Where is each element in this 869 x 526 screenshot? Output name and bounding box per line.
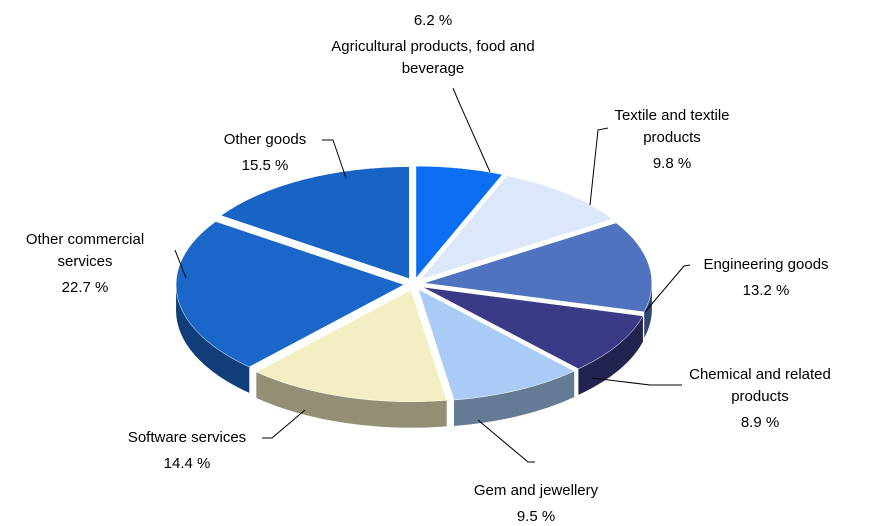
leader-line xyxy=(589,127,609,206)
slice xyxy=(422,286,644,370)
slice-side xyxy=(453,371,575,427)
value-label: 14.4 % xyxy=(163,455,211,472)
slice-label: Engineering goods 13.2 % xyxy=(676,254,856,302)
leader-line xyxy=(174,249,187,279)
value-label: 13.2 % xyxy=(742,282,790,299)
slice xyxy=(220,166,410,280)
slice-label: Agricultural products, food and beverage… xyxy=(323,10,543,80)
slice xyxy=(255,289,448,402)
category-label: Software services xyxy=(127,429,247,446)
slice-side xyxy=(644,283,652,338)
slice-side xyxy=(578,315,643,395)
category-label: Chemical and related products xyxy=(689,366,831,405)
slice xyxy=(423,222,653,313)
value-label: 8.9 % xyxy=(740,414,780,431)
value-label: 9.8 % xyxy=(652,155,692,172)
slice-label: Gem and jewellery 9.5 % xyxy=(436,480,636,526)
leader-line xyxy=(644,264,691,313)
value-label: 15.5 % xyxy=(241,157,289,174)
category-label: Agricultural products, food and beverage xyxy=(331,38,535,77)
slice-side xyxy=(176,284,250,393)
slice xyxy=(175,221,405,368)
category-label: Gem and jewellery xyxy=(473,482,599,499)
slice-label: Textile and textile products 9.8 % xyxy=(597,105,747,175)
category-label: Other goods xyxy=(223,131,307,148)
value-label: 9.5 % xyxy=(516,508,556,525)
category-label: Engineering goods xyxy=(703,256,829,273)
leader-line xyxy=(452,87,491,173)
value-label: 22.7 % xyxy=(61,279,109,296)
value-label: 6.2 % xyxy=(413,12,453,29)
leader-line xyxy=(322,139,347,179)
slice-label: Other goods 15.5 % xyxy=(190,129,340,177)
slice xyxy=(417,288,575,401)
slice-side xyxy=(256,371,447,428)
slice-label: Software services 14.4 % xyxy=(92,427,282,475)
slice-label: Chemical and related products 8.9 % xyxy=(675,364,845,434)
category-label: Textile and textile products xyxy=(614,107,730,146)
leader-line xyxy=(477,419,535,463)
leader-line xyxy=(262,409,306,439)
slice xyxy=(419,175,614,280)
slice xyxy=(415,165,503,279)
leader-line xyxy=(591,377,682,386)
category-label: Other commercial services xyxy=(25,231,145,270)
slice-label: Other commercial services 22.7 % xyxy=(5,229,165,299)
